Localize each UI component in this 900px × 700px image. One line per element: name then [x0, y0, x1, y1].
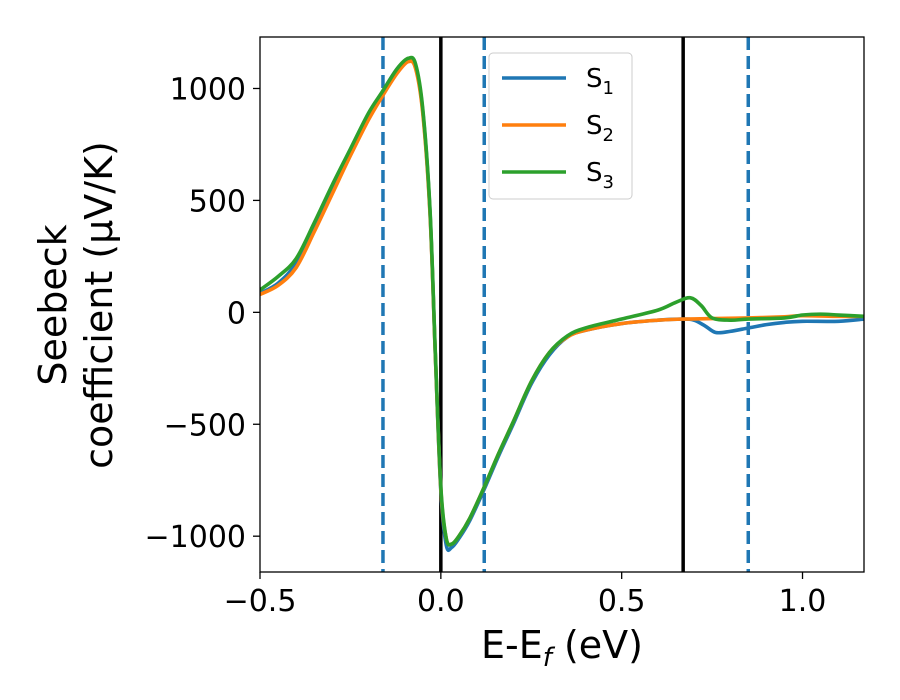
y-tick-label: 1000	[170, 72, 246, 107]
y-tick-label: 500	[189, 184, 246, 219]
y-axis-label-line2: coefficient (μV/K)	[77, 141, 121, 469]
series-line-s3	[260, 55, 864, 547]
x-tick-label: −0.5	[224, 584, 297, 619]
legend: S1 S2 S3	[488, 52, 633, 200]
y-tick-label: −1000	[145, 520, 246, 555]
x-axis-ticks: −0.5 0.0 0.5 1.0	[224, 572, 827, 619]
y-axis-ticks: −1000 −500 0 500 1000	[145, 72, 260, 555]
x-tick-label: 0.0	[417, 584, 465, 619]
series-lines	[260, 55, 864, 553]
legend-label-s1: S1	[586, 64, 614, 99]
y-axis-label-line1: Seebeck	[31, 224, 75, 385]
y-axis-label: Seebeck coefficient (μV/K)	[31, 141, 121, 469]
x-tick-label: 1.0	[779, 584, 827, 619]
legend-label-s3: S3	[586, 158, 614, 193]
x-axis-label: E-Ef (eV)	[481, 623, 643, 673]
legend-label-s2: S2	[586, 111, 614, 146]
y-tick-label: −500	[164, 408, 246, 443]
x-tick-label: 0.5	[598, 584, 646, 619]
plot-frame	[259, 36, 865, 573]
y-tick-label: 0	[227, 296, 246, 331]
